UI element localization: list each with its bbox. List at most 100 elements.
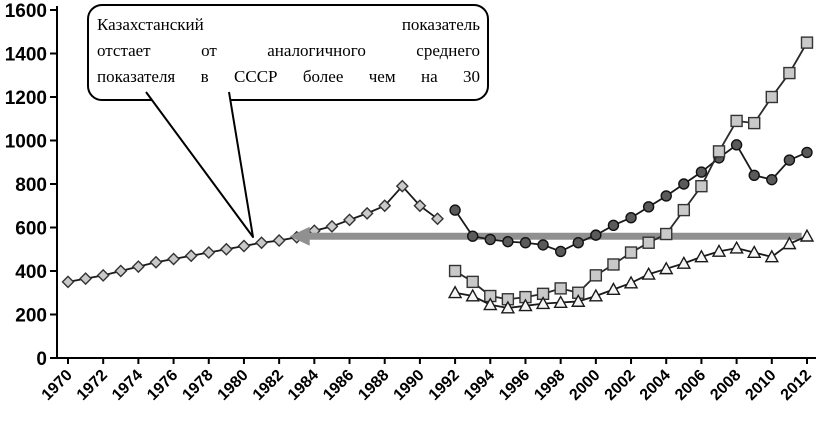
y-tick-label: 800 <box>15 175 47 196</box>
triangle-marker <box>518 298 533 312</box>
triangle-marker <box>747 245 762 259</box>
x-tick-label: 1972 <box>74 367 111 404</box>
x-tick-label: 1998 <box>531 367 568 404</box>
y-tick-label: 0 <box>36 349 47 370</box>
circle-marker <box>502 235 514 248</box>
diamond-marker <box>360 206 374 220</box>
x-tick-label: 2012 <box>778 367 815 404</box>
triangle-marker <box>588 288 604 302</box>
square-marker <box>765 90 778 104</box>
square-marker <box>800 36 814 49</box>
x-tick-label: 2008 <box>707 367 744 404</box>
square-marker <box>554 282 567 295</box>
x-tick-label: 2010 <box>742 367 779 404</box>
diamond-marker <box>431 212 444 226</box>
diamond-marker <box>202 246 216 260</box>
triangle-marker <box>729 240 744 254</box>
diamond-marker <box>167 252 181 266</box>
x-tick-label: 1974 <box>109 367 146 404</box>
x-tick-label: 2002 <box>602 367 639 404</box>
diamonds-line <box>67 184 439 283</box>
circle-marker <box>590 229 602 241</box>
callout-bubble <box>87 4 489 101</box>
square-marker <box>677 203 691 217</box>
diamond-marker <box>413 199 427 213</box>
diamond-marker <box>96 268 110 282</box>
square-marker <box>783 66 796 80</box>
x-tick-label: 2004 <box>637 367 674 404</box>
diamond-marker <box>219 242 233 256</box>
square-marker <box>448 264 462 278</box>
y-tick-label: 1400 <box>5 45 47 66</box>
triangle-marker <box>535 296 551 310</box>
x-tick-label: 1988 <box>355 367 392 404</box>
square-marker <box>624 246 638 259</box>
circle-marker <box>554 245 567 258</box>
series-triangles <box>447 228 815 314</box>
x-tick-label: 1982 <box>250 367 287 404</box>
diamond-marker <box>395 179 409 193</box>
x-tick-label: 1992 <box>426 367 463 404</box>
square-marker <box>466 275 479 289</box>
y-tick-label: 400 <box>15 262 47 283</box>
square-marker <box>607 258 620 271</box>
y-tick-label: 600 <box>15 219 47 240</box>
square-marker <box>730 114 743 128</box>
triangle-marker <box>465 288 480 302</box>
trend-arrow-head <box>289 226 310 246</box>
x-tick-label: 1990 <box>391 367 428 404</box>
triangle-marker <box>500 300 516 314</box>
x-tick-label: 1984 <box>285 367 322 404</box>
x-tick-label: 1996 <box>496 367 533 404</box>
circle-marker <box>801 146 813 159</box>
square-marker <box>660 227 673 241</box>
y-tick-label: 1200 <box>5 88 47 109</box>
diamond-marker <box>131 260 145 274</box>
diamond-marker <box>79 272 93 286</box>
callout-tail <box>145 91 254 238</box>
triangle-marker <box>782 236 797 250</box>
circle-marker <box>449 204 461 216</box>
circle-marker <box>766 173 778 186</box>
diamond-marker <box>237 239 251 253</box>
square-marker <box>695 179 708 193</box>
circle-marker <box>466 230 479 242</box>
square-marker <box>748 116 761 130</box>
circle-marker <box>484 233 496 246</box>
triangle-marker <box>676 255 692 269</box>
circle-marker <box>607 219 620 232</box>
triangle-marker <box>483 297 498 311</box>
x-tick-label: 1970 <box>39 367 76 404</box>
diamond-marker <box>378 199 392 213</box>
circle-marker <box>537 239 549 251</box>
circle-marker <box>695 166 708 178</box>
triangle-marker <box>447 285 463 299</box>
triangle-marker <box>641 266 656 280</box>
square-marker <box>642 236 655 249</box>
circle-marker <box>572 237 584 249</box>
diamond-marker <box>149 255 163 269</box>
series-squares <box>448 36 814 306</box>
x-tick-label: 1986 <box>320 367 357 404</box>
diamond-marker <box>343 213 357 227</box>
y-tick-label: 1600 <box>5 1 47 22</box>
y-tick-label: 200 <box>15 306 47 327</box>
circle-marker <box>660 190 672 202</box>
diamond-marker <box>61 275 75 289</box>
diamond-marker <box>272 234 286 248</box>
x-tick-label: 2000 <box>566 367 603 404</box>
triangle-marker <box>694 249 709 263</box>
diamond-marker <box>325 219 339 233</box>
circle-marker <box>748 169 760 182</box>
diamond-marker <box>114 264 128 278</box>
x-tick-label: 1976 <box>144 367 181 404</box>
x-tick-label: 1994 <box>461 367 498 404</box>
circle-marker <box>642 201 655 213</box>
diamond-marker <box>184 249 198 263</box>
y-tick-label: 1000 <box>5 132 47 153</box>
triangle-marker <box>606 282 621 295</box>
circle-marker <box>519 237 532 249</box>
series-circles <box>449 139 813 258</box>
x-tick-label: 1978 <box>179 367 216 404</box>
